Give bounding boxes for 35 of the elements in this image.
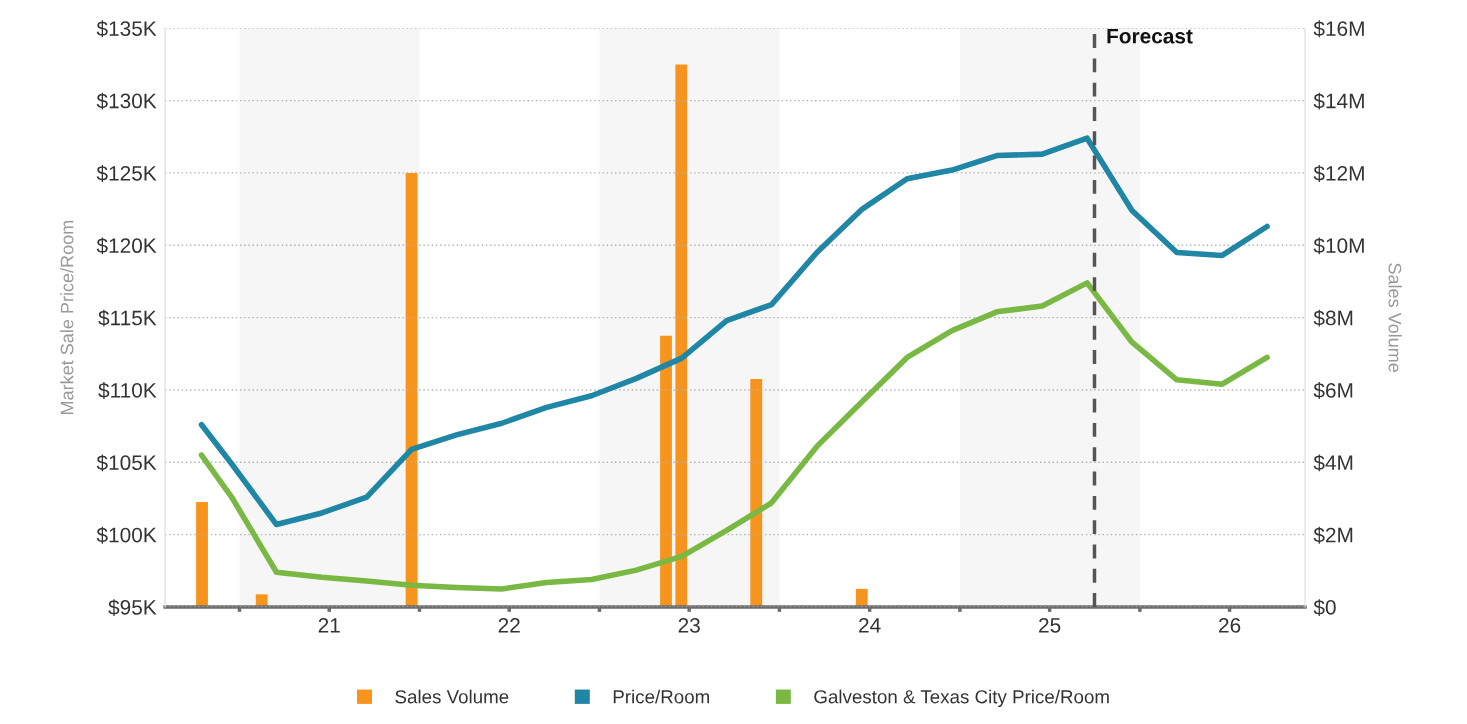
bar — [660, 335, 672, 607]
y2-axis-title: Sales Volume — [1388, 263, 1402, 373]
x-tick-label: 24 — [859, 617, 881, 633]
y2-tick-label: $4M — [1313, 454, 1353, 472]
y2-tick-label: $6M — [1313, 382, 1353, 399]
x-tick-label: 23 — [678, 617, 700, 633]
ref-line-label: Forecast — [1107, 29, 1193, 44]
y2-tick-label: $10M — [1313, 237, 1364, 255]
y-tick-label: $115K — [98, 309, 157, 327]
y-tick-label: $110K — [98, 382, 157, 399]
y-tick-label: $125K — [96, 165, 157, 182]
y-tick-label: $120K — [96, 237, 157, 255]
y-tick-label: $105K — [96, 454, 157, 472]
legend-label: Sales Volume — [395, 689, 509, 704]
y2-tick-label: $0 — [1313, 599, 1336, 616]
y2-tick-label: $2M — [1313, 526, 1353, 544]
legend-label: Galveston & Texas City Price/Room — [814, 689, 1109, 708]
x-tick-label: 26 — [1219, 617, 1241, 633]
x-tick-label: 25 — [1039, 617, 1061, 633]
legend-label: Price/Room — [613, 689, 709, 704]
x-tick-label: 22 — [498, 617, 520, 633]
y2-tick-label: $14M — [1313, 92, 1364, 110]
bar — [750, 379, 763, 607]
y-axis-title: Market Sale Price/Room — [60, 220, 74, 414]
bar — [675, 64, 688, 607]
bar — [196, 502, 208, 607]
y-tick-label: $135K — [96, 20, 157, 38]
bar — [855, 588, 868, 607]
y-tick-label: $100K — [96, 526, 157, 544]
y2-tick-label: $8M — [1313, 309, 1353, 327]
y2-tick-label: $16M — [1313, 20, 1364, 38]
y2-tick-label: $12M — [1313, 165, 1364, 182]
y-tick-label: $95K — [108, 599, 157, 616]
x-tick-label: 21 — [318, 617, 340, 633]
y-tick-label: $130K — [96, 92, 157, 110]
